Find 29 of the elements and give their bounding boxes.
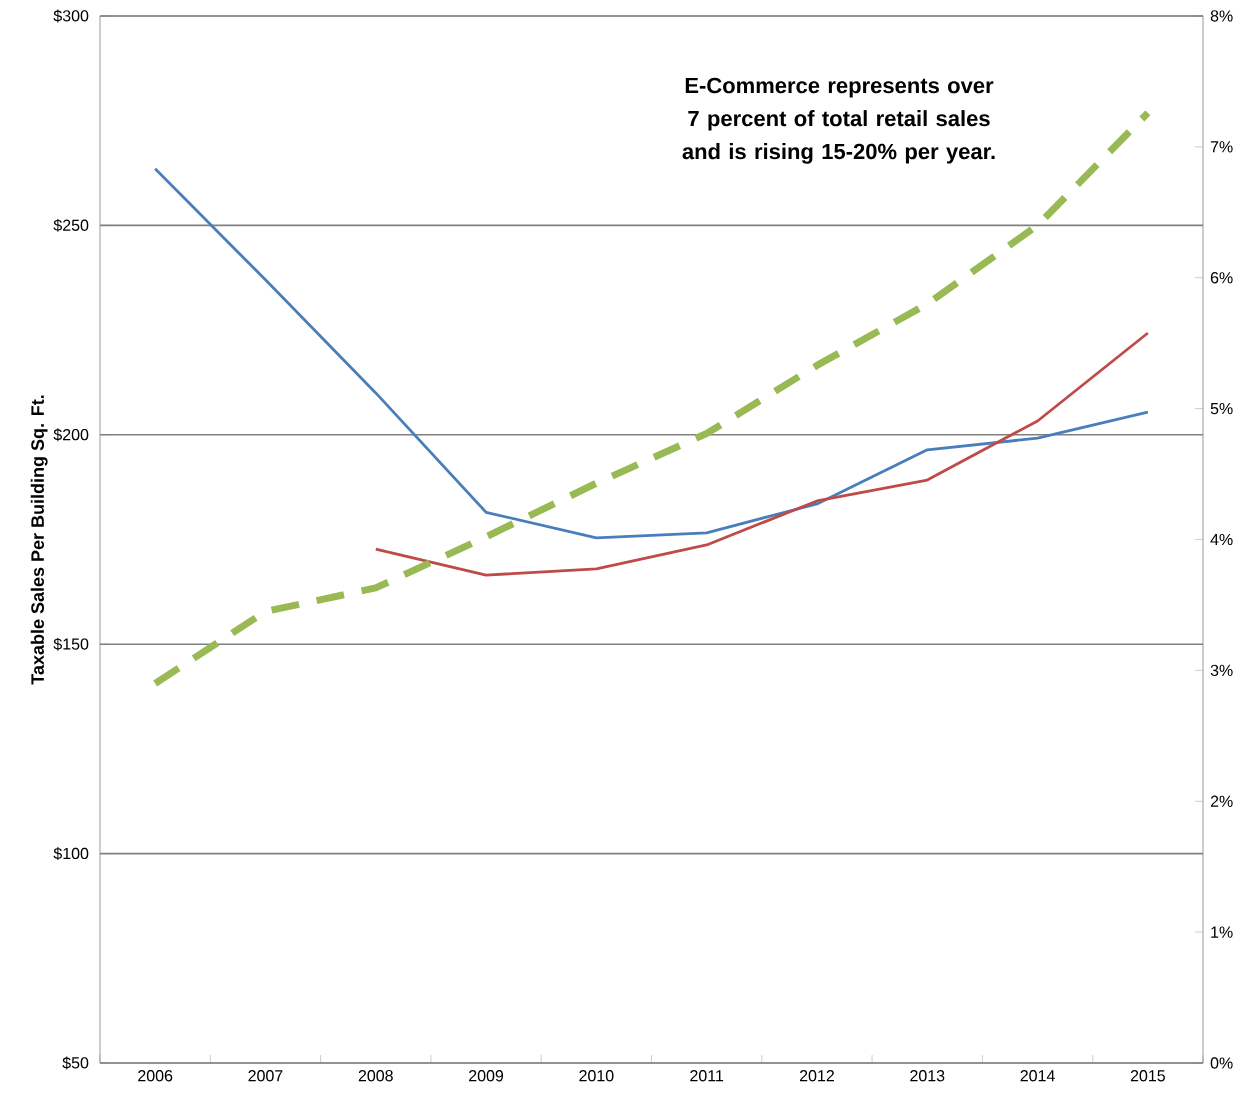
y-tick-label: $100 <box>53 847 89 861</box>
y2-tick-label: 1% <box>1211 926 1233 938</box>
y2-tick-label: 8% <box>1210 10 1233 22</box>
x-tick-label: 2006 <box>138 1070 173 1082</box>
y2-tick-label: 6% <box>1210 272 1233 284</box>
annotation: E-Commerce represents over 7 percent of total retail sales and is rising 15-20% per year. <box>682 77 995 164</box>
line-series <box>153 167 1150 540</box>
y2-tick-label: 2% <box>1210 795 1233 807</box>
y2-tick-label: 5% <box>1210 402 1233 415</box>
y-axis-title: Taxable Sales Per Building Sq. Ft. <box>30 395 48 685</box>
x-tick-label: 2010 <box>579 1070 614 1082</box>
x-tick-label: 2008 <box>358 1070 393 1082</box>
x-tick-label: 2015 <box>1130 1070 1165 1082</box>
y2-tick-label: 3% <box>1210 664 1233 677</box>
y-tick-label: $300 <box>53 9 89 23</box>
x-tick-label: 2013 <box>910 1070 945 1082</box>
y-tick-label: $150 <box>53 637 89 651</box>
line-series <box>374 331 1150 577</box>
x-tick-label: 2012 <box>799 1070 834 1082</box>
x-tick-label: 2007 <box>248 1070 283 1082</box>
y2-tick-label: 7% <box>1210 141 1233 153</box>
y-tick-label: $50 <box>62 1056 89 1070</box>
x-tick-label: 2011 <box>690 1070 724 1082</box>
x-tick-label: 2009 <box>469 1070 504 1082</box>
x-tick-label: 2014 <box>1020 1070 1055 1082</box>
y-tick-label: $250 <box>53 218 89 232</box>
y2-tick-label: 0% <box>1210 1057 1233 1069</box>
y-tick-label: $200 <box>53 428 89 442</box>
y2-tick-label: 4% <box>1210 533 1233 546</box>
